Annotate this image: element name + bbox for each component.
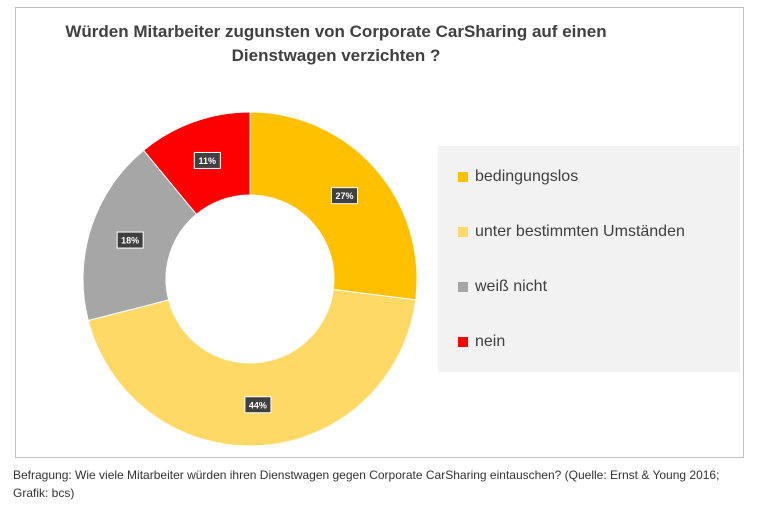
chart-title-line-1: Würden Mitarbeiter zugunsten von Corpora… [65,22,607,41]
chart-frame: Würden Mitarbeiter zugunsten von Corpora… [15,7,744,458]
data-label-weiss-nicht: 18% [116,231,144,249]
legend-swatch [458,172,468,182]
data-label-bedingungslos: 27% [331,187,359,205]
data-label-box [331,187,359,205]
figure-caption: Befragung: Wie viele Mitarbeiter würden … [13,468,720,500]
legend-swatch [458,337,468,347]
chart-legend: bedingungslos unter bestimmten Umständen w… [438,146,740,372]
data-label-text: 27% [336,191,354,201]
legend-label: unter bestimmten Umständen [475,223,685,240]
chart-title-line-2: Dienstwagen verzichten ? [231,46,441,65]
data-label-box [193,151,221,169]
legend-swatch [458,282,468,292]
data-label-box [116,231,144,249]
legend-item-unter-bestimmten-umstaenden: unter bestimmten Umständen [458,220,685,244]
legend-item-bedingungslos: bedingungslos [458,165,578,189]
legend-label: bedingungslos [475,168,579,185]
data-label-text: 11% [199,156,217,166]
data-label-text: 44% [249,400,267,410]
donut-slice-unter-bestimmten-umstaenden [87,288,417,447]
data-label-text: 18% [121,236,139,246]
donut-slice-bedingungslos [249,111,418,301]
legend-item-weiss-nicht: weiß nicht [458,275,547,299]
legend-item-nein: nein [458,330,505,354]
legend-swatch [458,227,468,237]
data-label-box [244,396,272,414]
data-label-nein: 11% [193,151,221,169]
donut-chart: 27% 44% 18% 11% [82,111,418,447]
legend-label: nein [475,333,506,350]
data-label-unter-bestimmten-umstaenden: 44% [244,396,272,414]
chart-title: Würden Mitarbeiter zugunsten von Corpora… [26,20,646,68]
legend-label: weiß nicht [475,278,548,295]
